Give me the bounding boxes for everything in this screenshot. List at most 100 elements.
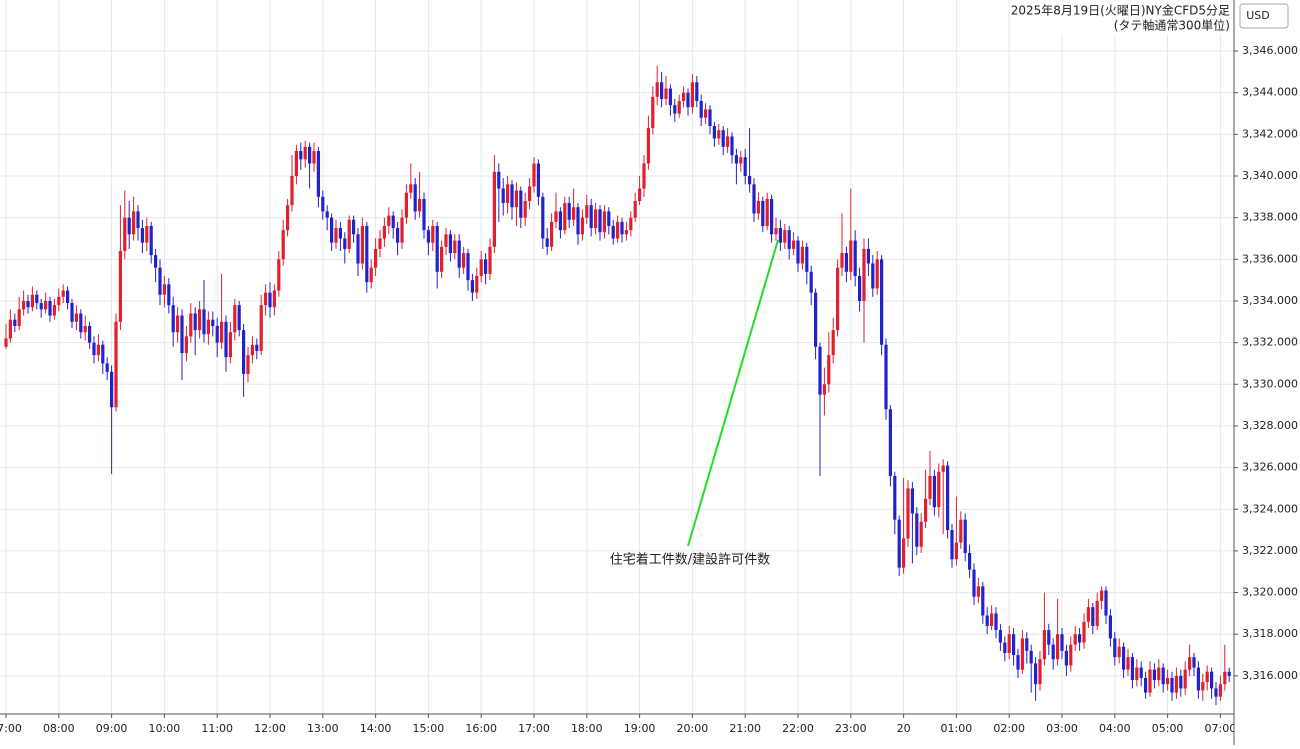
candle-body: [585, 205, 589, 218]
candle-body: [1170, 677, 1174, 693]
candle-body: [836, 267, 840, 331]
candle-body: [814, 292, 818, 347]
candle-body: [787, 230, 791, 249]
candle-body: [426, 230, 430, 243]
candle-body: [875, 259, 879, 289]
y-axis-labels: 3,316.000 3,318.000 3,320.000 3,322.000 3,32…: [1234, 44, 1298, 682]
x-tick-label: 05:00: [1152, 722, 1184, 735]
candle-body: [1148, 669, 1152, 693]
candle-body: [22, 300, 26, 310]
candle-body: [237, 305, 241, 331]
candle-body: [554, 211, 558, 222]
candle-body: [193, 313, 197, 331]
candle-body: [26, 300, 30, 308]
candle-body: [176, 315, 180, 333]
candle-body: [774, 228, 778, 235]
candle-body: [308, 146, 312, 164]
currency[interactable]: USD: [1246, 9, 1270, 22]
candle-body: [105, 363, 109, 372]
candle-body: [1205, 671, 1209, 683]
candle-body: [910, 488, 914, 514]
y-tick-label: 3,334.000: [1242, 294, 1298, 307]
candle-body: [616, 221, 620, 239]
candle-body: [519, 190, 523, 218]
candle-body: [893, 475, 897, 520]
candle-body: [783, 230, 787, 243]
y-tick-label: 3,332.000: [1242, 336, 1298, 349]
candle-body: [215, 325, 219, 343]
x-tick-label: 19:00: [624, 722, 656, 735]
y-tick-label: 3,346.000: [1242, 44, 1298, 57]
candle-body: [224, 321, 228, 358]
x-tick-label: 23:00: [835, 722, 867, 735]
candle-body: [968, 552, 972, 570]
candle-body: [673, 105, 677, 114]
candle-body: [233, 305, 237, 333]
candle-body: [660, 82, 664, 99]
candle-body: [202, 309, 206, 335]
candle-body: [440, 246, 444, 272]
candle-body: [928, 475, 932, 499]
candle-body: [972, 569, 976, 597]
candle-body: [171, 305, 175, 333]
candle-body: [532, 163, 536, 187]
candle-body: [299, 151, 303, 160]
candle-body: [17, 309, 21, 326]
candle-body: [8, 319, 12, 339]
candle-body: [466, 253, 470, 281]
candle-body: [110, 371, 114, 408]
candle-body: [677, 101, 681, 114]
candle-body: [1210, 671, 1214, 689]
candle-body: [690, 82, 694, 108]
candle-body: [1214, 688, 1218, 697]
candle-body: [61, 290, 65, 297]
candle-body: [1227, 671, 1231, 676]
y-tick-label: 3,322.000: [1242, 544, 1298, 557]
currency-box[interactable]: [1239, 3, 1289, 29]
candle-body: [453, 240, 457, 254]
candle-body: [550, 221, 554, 247]
x-tick-label: 17:00: [518, 722, 550, 735]
candle-body: [1152, 669, 1156, 681]
candle-body: [792, 240, 796, 249]
candle-body: [598, 209, 602, 233]
y-tick-label: 3,340.000: [1242, 169, 1298, 182]
candle-body: [1060, 634, 1064, 651]
candle-body: [1218, 684, 1222, 697]
x-tick-label: 11:00: [201, 722, 233, 735]
candle-body: [624, 230, 628, 235]
candle-body: [708, 109, 712, 127]
y-tick-label: 3,338.000: [1242, 211, 1298, 224]
candle-body: [74, 313, 78, 322]
candle-body: [369, 267, 373, 283]
y-tick-label: 3,318.000: [1242, 627, 1298, 640]
candle-body: [198, 309, 202, 331]
candle-body: [1034, 663, 1038, 685]
candle-body: [492, 171, 496, 247]
candle-body: [541, 196, 545, 239]
annotation-line: [687, 239, 779, 547]
y-tick-label: 3,342.000: [1242, 127, 1298, 140]
candle-body: [330, 217, 334, 243]
candle-body: [413, 184, 417, 212]
candle-body: [668, 88, 672, 106]
candle-body: [902, 538, 906, 568]
candle-body: [1086, 607, 1090, 622]
candle-body: [651, 96, 655, 129]
candle-body: [475, 275, 479, 293]
candle-body: [862, 248, 866, 301]
candle-body: [44, 300, 48, 310]
candle-body: [844, 253, 848, 272]
candle-body: [567, 203, 571, 220]
candle-body: [536, 163, 540, 197]
candle-body: [589, 205, 593, 229]
candle-body: [695, 82, 699, 102]
candle-body: [1016, 655, 1020, 670]
candle-body: [158, 267, 162, 295]
candle-body: [1056, 634, 1060, 660]
candle-body: [242, 330, 246, 374]
candle-layer: [4, 65, 1231, 706]
candle-body: [778, 228, 782, 243]
candle-body: [576, 207, 580, 235]
x-tick-label: 14:00: [360, 722, 392, 735]
